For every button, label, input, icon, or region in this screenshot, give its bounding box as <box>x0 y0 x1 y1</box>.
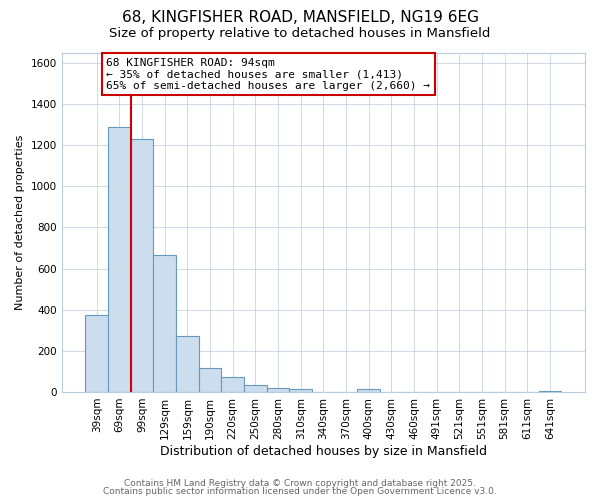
Text: 68 KINGFISHER ROAD: 94sqm
← 35% of detached houses are smaller (1,413)
65% of se: 68 KINGFISHER ROAD: 94sqm ← 35% of detac… <box>106 58 430 91</box>
Y-axis label: Number of detached properties: Number of detached properties <box>15 134 25 310</box>
Bar <box>176 336 199 392</box>
Text: Contains HM Land Registry data © Crown copyright and database right 2025.: Contains HM Land Registry data © Crown c… <box>124 478 476 488</box>
X-axis label: Distribution of detached houses by size in Mansfield: Distribution of detached houses by size … <box>160 444 487 458</box>
Bar <box>85 315 108 392</box>
Bar <box>131 139 154 392</box>
Bar <box>539 391 561 392</box>
Bar <box>154 255 176 392</box>
Bar <box>108 126 131 392</box>
Bar <box>221 376 244 392</box>
Text: Size of property relative to detached houses in Mansfield: Size of property relative to detached ho… <box>109 28 491 40</box>
Bar <box>289 389 312 392</box>
Text: Contains public sector information licensed under the Open Government Licence v3: Contains public sector information licen… <box>103 487 497 496</box>
Bar <box>358 390 380 392</box>
Bar <box>199 368 221 392</box>
Bar <box>244 385 266 392</box>
Text: 68, KINGFISHER ROAD, MANSFIELD, NG19 6EG: 68, KINGFISHER ROAD, MANSFIELD, NG19 6EG <box>121 10 479 25</box>
Bar <box>266 388 289 392</box>
